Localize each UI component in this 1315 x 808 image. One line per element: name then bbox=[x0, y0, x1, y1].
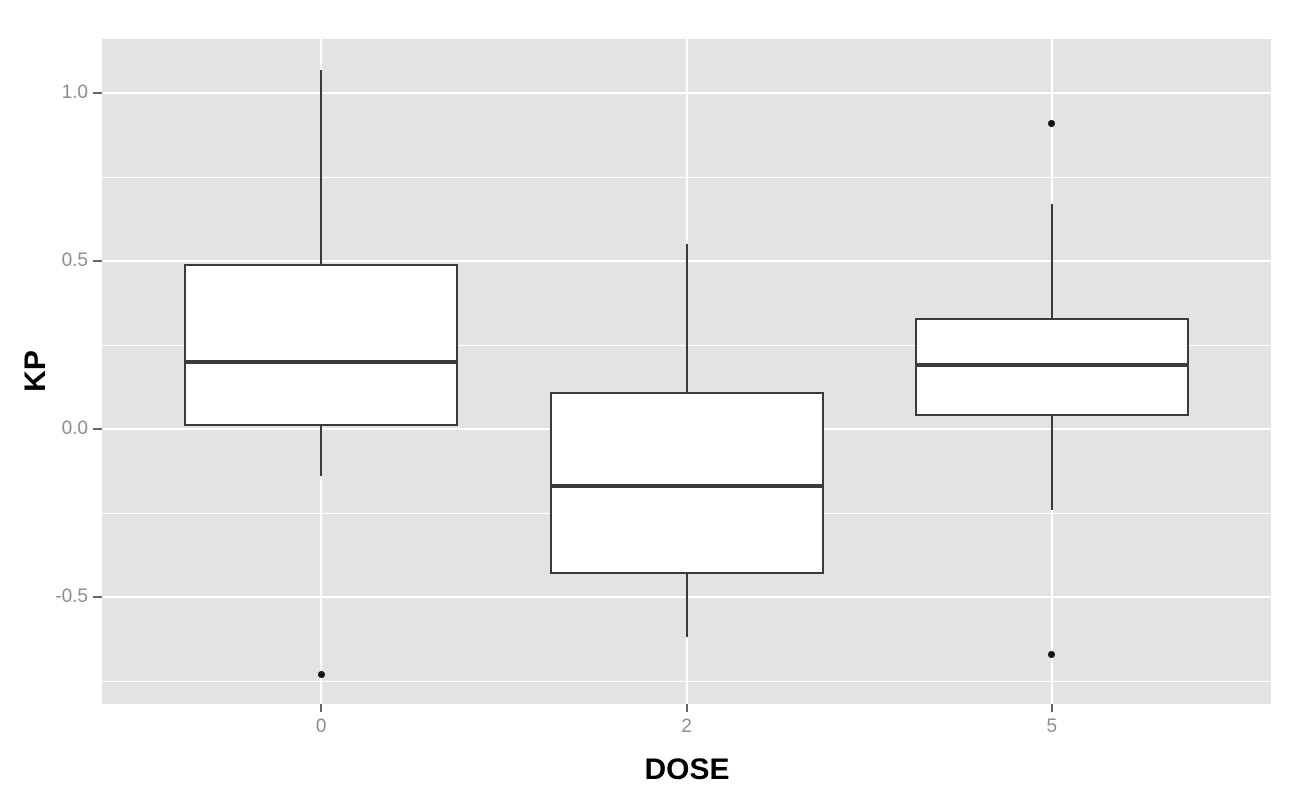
y-axis-tick bbox=[93, 260, 102, 263]
median-line bbox=[551, 484, 822, 489]
y-tick-label: 1.0 bbox=[61, 82, 88, 104]
lower-whisker bbox=[685, 573, 688, 638]
y-tick-label: 0.0 bbox=[61, 418, 88, 440]
x-axis-tick bbox=[685, 704, 688, 712]
median-line bbox=[186, 359, 457, 364]
upper-whisker bbox=[685, 244, 688, 393]
y-axis-tick bbox=[93, 92, 102, 95]
y-tick-label: 0.5 bbox=[61, 250, 88, 272]
plot-panel bbox=[102, 39, 1271, 704]
y-axis-tick bbox=[93, 428, 102, 431]
x-axis-tick bbox=[1050, 704, 1053, 712]
outlier-point bbox=[317, 670, 325, 678]
box-0 bbox=[184, 264, 459, 426]
outlier-point bbox=[1048, 650, 1056, 658]
x-tick-label: 5 bbox=[1046, 716, 1058, 737]
y-axis-title-text: KP bbox=[19, 350, 52, 392]
x-tick-label: 0 bbox=[315, 716, 327, 737]
upper-whisker bbox=[1050, 203, 1053, 319]
outlier-point bbox=[1048, 119, 1056, 127]
lower-whisker bbox=[1050, 415, 1053, 510]
lower-whisker bbox=[320, 425, 323, 477]
x-tick-label: 2 bbox=[681, 716, 692, 737]
x-axis-title-text: DOSE bbox=[644, 753, 730, 786]
y-axis-tick bbox=[93, 596, 102, 599]
upper-whisker bbox=[320, 69, 323, 265]
box-2 bbox=[549, 392, 824, 574]
y-tick-label: -0.5 bbox=[55, 586, 88, 608]
median-line bbox=[916, 363, 1187, 368]
x-axis-tick bbox=[320, 704, 323, 712]
